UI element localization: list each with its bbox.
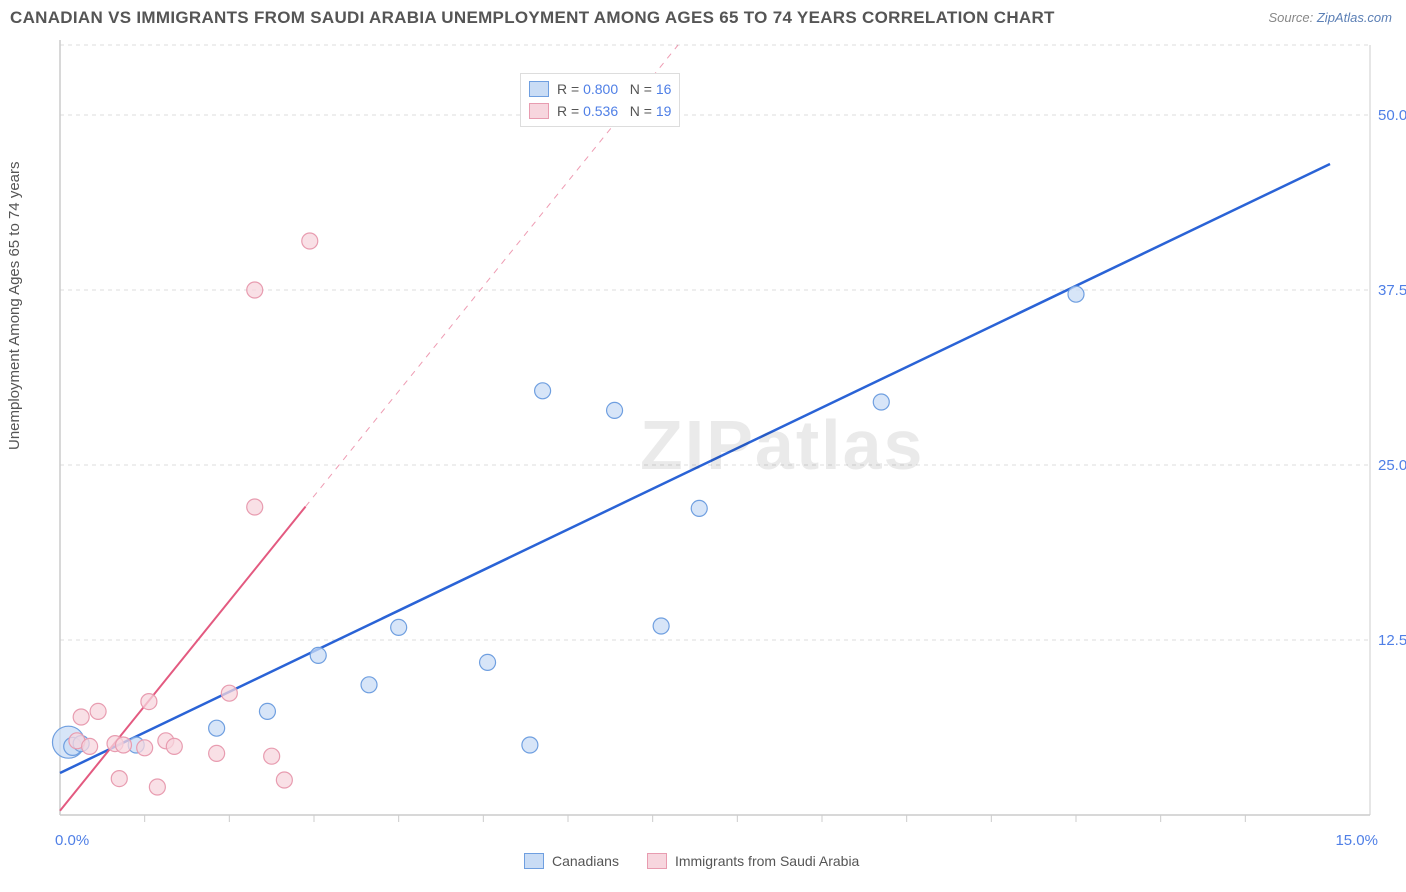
chart-title: CANADIAN VS IMMIGRANTS FROM SAUDI ARABIA… [10,8,1055,28]
legend-swatch [524,853,544,869]
source-prefix: Source: [1268,10,1316,25]
legend-row: R = 0.536 N = 19 [529,100,671,122]
svg-text:12.5%: 12.5% [1378,632,1406,649]
legend-correlation: R = 0.800 N = 16R = 0.536 N = 19 [520,73,680,127]
legend-series-label: Immigrants from Saudi Arabia [675,853,859,869]
svg-text:37.5%: 37.5% [1378,282,1406,299]
chart-svg: 12.5%25.0%37.5%50.0%0.0%15.0% [50,35,1390,855]
legend-stat: R = 0.800 N = 16 [557,78,671,100]
legend-swatch [647,853,667,869]
legend-series-item: Immigrants from Saudi Arabia [647,853,859,869]
legend-stat: R = 0.536 N = 19 [557,100,671,122]
legend-series-label: Canadians [552,853,619,869]
legend-row: R = 0.800 N = 16 [529,78,671,100]
svg-text:15.0%: 15.0% [1335,832,1378,849]
source-attribution: Source: ZipAtlas.com [1268,10,1392,25]
source-link[interactable]: ZipAtlas.com [1317,10,1392,25]
legend-series: Canadians Immigrants from Saudi Arabia [524,853,859,869]
svg-text:0.0%: 0.0% [55,832,89,849]
y-axis-label: Unemployment Among Ages 65 to 74 years [6,161,23,450]
legend-swatch [529,103,549,119]
svg-text:25.0%: 25.0% [1378,457,1406,474]
legend-series-item: Canadians [524,853,619,869]
correlation-chart: 12.5%25.0%37.5%50.0%0.0%15.0% ZIPatlas R… [50,35,1390,855]
legend-swatch [529,81,549,97]
svg-text:50.0%: 50.0% [1378,107,1406,124]
